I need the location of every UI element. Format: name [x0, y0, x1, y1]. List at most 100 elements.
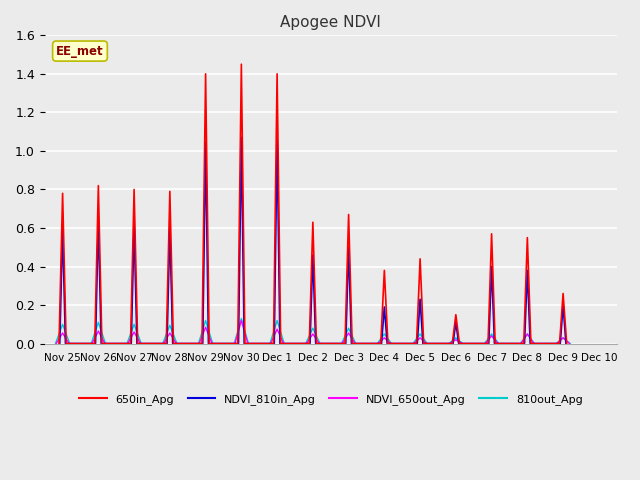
- 650in_Apg: [456, 341, 463, 347]
- NDVI_650out_Apg: [267, 341, 275, 347]
- NDVI_810in_Apg: [452, 320, 460, 325]
- 810out_Apg: [409, 341, 417, 347]
- NDVI_650out_Apg: [316, 341, 323, 347]
- 650in_Apg: [381, 267, 388, 273]
- NDVI_810in_Apg: [133, 341, 141, 347]
- 650in_Apg: [163, 341, 170, 347]
- 810out_Apg: [66, 341, 74, 347]
- NDVI_810in_Apg: [127, 341, 135, 347]
- NDVI_810in_Apg: [95, 217, 102, 223]
- 810out_Apg: [424, 341, 431, 347]
- NDVI_810in_Apg: [526, 341, 534, 347]
- Line: 650in_Apg: 650in_Apg: [59, 64, 566, 344]
- NDVI_810in_Apg: [59, 225, 67, 231]
- NDVI_810in_Apg: [419, 341, 427, 347]
- 650in_Apg: [559, 290, 567, 296]
- NDVI_650out_Apg: [381, 335, 388, 341]
- NDVI_810in_Apg: [270, 341, 278, 347]
- 810out_Apg: [87, 341, 95, 347]
- 650in_Apg: [524, 235, 531, 240]
- 650in_Apg: [484, 341, 492, 347]
- NDVI_650out_Apg: [422, 341, 430, 347]
- 650in_Apg: [237, 61, 245, 67]
- Text: EE_met: EE_met: [56, 45, 104, 58]
- NDVI_810in_Apg: [169, 341, 177, 347]
- 810out_Apg: [345, 325, 353, 331]
- 810out_Apg: [516, 341, 524, 347]
- NDVI_810in_Apg: [488, 264, 495, 269]
- 650in_Apg: [449, 341, 456, 347]
- 810out_Apg: [559, 335, 567, 341]
- 650in_Apg: [520, 341, 527, 347]
- 810out_Apg: [52, 341, 60, 347]
- NDVI_650out_Apg: [559, 335, 567, 341]
- NDVI_810in_Apg: [455, 341, 463, 347]
- Line: NDVI_650out_Apg: NDVI_650out_Apg: [56, 321, 570, 344]
- 810out_Apg: [381, 331, 388, 337]
- 650in_Apg: [377, 341, 385, 347]
- NDVI_810in_Apg: [306, 341, 314, 347]
- 810out_Apg: [416, 331, 424, 337]
- 810out_Apg: [352, 341, 360, 347]
- 650in_Apg: [488, 231, 495, 237]
- 810out_Apg: [230, 341, 238, 347]
- 650in_Apg: [241, 341, 249, 347]
- 810out_Apg: [123, 341, 131, 347]
- NDVI_810in_Apg: [524, 267, 531, 273]
- 810out_Apg: [524, 331, 531, 337]
- 810out_Apg: [266, 341, 274, 347]
- NDVI_810in_Apg: [348, 341, 355, 347]
- 810out_Apg: [309, 325, 317, 331]
- NDVI_650out_Apg: [59, 330, 67, 336]
- NDVI_650out_Apg: [351, 341, 359, 347]
- NDVI_650out_Apg: [88, 341, 96, 347]
- 810out_Apg: [566, 341, 574, 347]
- NDVI_650out_Apg: [458, 341, 466, 347]
- NDVI_650out_Apg: [237, 318, 245, 324]
- 810out_Apg: [373, 341, 381, 347]
- 810out_Apg: [131, 322, 138, 327]
- NDVI_810in_Apg: [559, 302, 567, 308]
- 650in_Apg: [416, 256, 424, 262]
- NDVI_650out_Apg: [345, 330, 353, 336]
- 810out_Apg: [481, 341, 488, 347]
- NDVI_650out_Apg: [488, 333, 495, 339]
- NDVI_650out_Apg: [231, 341, 239, 347]
- 650in_Apg: [556, 341, 563, 347]
- NDVI_810in_Apg: [276, 341, 284, 347]
- 650in_Apg: [452, 312, 460, 318]
- NDVI_650out_Apg: [303, 341, 310, 347]
- 810out_Apg: [195, 341, 202, 347]
- NDVI_810in_Apg: [309, 252, 317, 258]
- 650in_Apg: [55, 341, 63, 347]
- NDVI_810in_Apg: [381, 304, 388, 310]
- 650in_Apg: [309, 219, 317, 225]
- 810out_Apg: [280, 341, 288, 347]
- 650in_Apg: [413, 341, 420, 347]
- 810out_Apg: [495, 341, 502, 347]
- NDVI_650out_Apg: [159, 341, 167, 347]
- 810out_Apg: [59, 322, 67, 327]
- NDVI_810in_Apg: [383, 341, 391, 347]
- Line: 810out_Apg: 810out_Apg: [56, 319, 570, 344]
- NDVI_810in_Apg: [97, 341, 105, 347]
- NDVI_810in_Apg: [342, 341, 349, 347]
- NDVI_650out_Apg: [131, 329, 138, 335]
- NDVI_650out_Apg: [566, 341, 573, 347]
- 810out_Apg: [173, 341, 181, 347]
- NDVI_650out_Apg: [410, 341, 417, 347]
- NDVI_650out_Apg: [65, 341, 73, 347]
- NDVI_650out_Apg: [309, 331, 317, 337]
- NDVI_810in_Apg: [56, 341, 63, 347]
- NDVI_810in_Apg: [562, 341, 570, 347]
- 650in_Apg: [131, 187, 138, 192]
- 650in_Apg: [341, 341, 349, 347]
- NDVI_650out_Apg: [195, 341, 203, 347]
- NDVI_810in_Apg: [131, 223, 138, 229]
- 650in_Apg: [348, 341, 356, 347]
- NDVI_810in_Apg: [241, 341, 248, 347]
- 810out_Apg: [244, 341, 252, 347]
- 650in_Apg: [134, 341, 141, 347]
- NDVI_650out_Apg: [530, 341, 538, 347]
- NDVI_810in_Apg: [202, 138, 209, 144]
